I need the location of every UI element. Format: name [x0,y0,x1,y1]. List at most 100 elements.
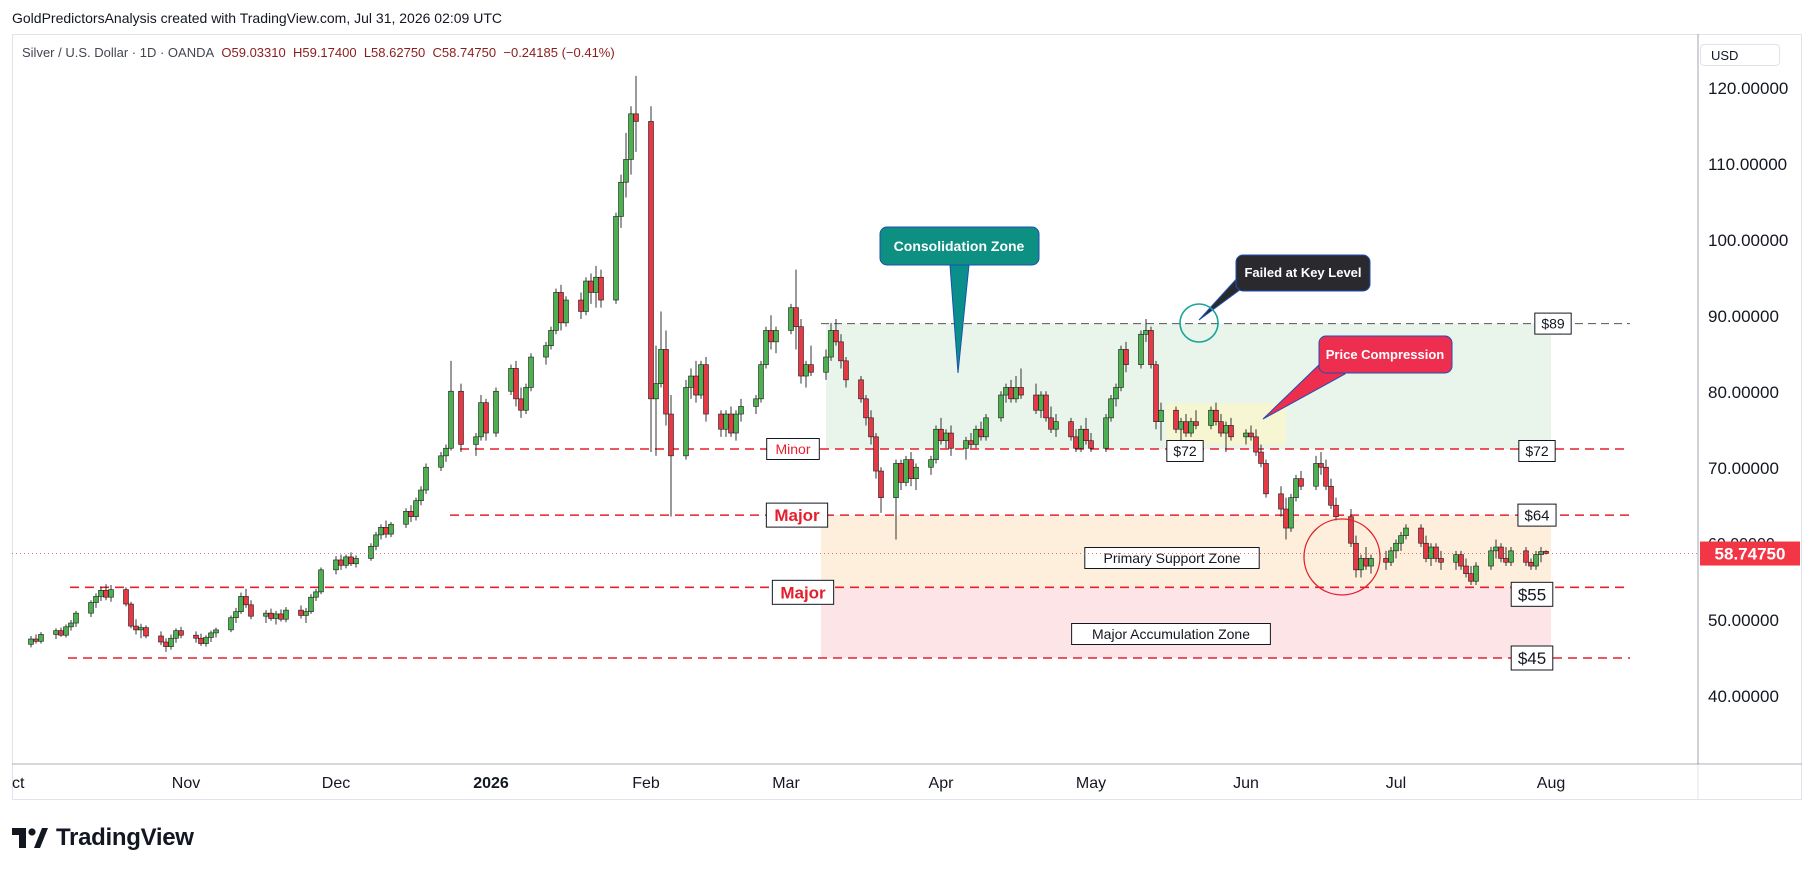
candle-body [478,402,484,438]
candle-body [1228,425,1234,438]
candle-body [663,349,669,415]
candle-body [1288,497,1294,529]
candle-body [738,406,744,415]
candle-body [1353,542,1359,571]
candle-body [558,292,564,324]
candle-body [373,534,379,547]
candle [878,467,884,513]
tag-89-box [1534,312,1572,335]
candle [1053,414,1059,437]
candle [558,284,564,331]
candle-body [233,611,239,619]
candle-body [473,436,479,445]
candle-body [1248,432,1254,438]
candle [108,585,114,602]
candle [523,383,529,415]
candle [578,292,584,320]
candle-body [1438,558,1444,563]
candle [1488,547,1494,570]
candle-body [1223,425,1229,434]
candle [1543,550,1549,555]
y-tick-label: 40.00000 [1708,687,1779,706]
candle [213,627,219,638]
candle-body [1458,554,1464,567]
candle [683,379,689,460]
candle-body [1188,421,1194,434]
candle-body [1078,428,1084,449]
candle [1438,550,1444,570]
candle-body [238,596,244,612]
close-value: C58.74750 [432,45,497,60]
low-value: L58.62750 [363,45,426,60]
x-tick-label: Mar [772,775,800,792]
candle-body [138,627,144,631]
tradingview-logo[interactable]: TradingView [12,823,194,853]
callout-consolidation-box [879,226,1040,266]
candle-body [1103,417,1109,449]
candle [303,607,309,624]
tag-45-box [1510,645,1554,671]
candle-body [198,637,204,644]
currency-selector[interactable]: USD [1700,44,1780,66]
candle [273,610,279,625]
candle [1293,474,1299,502]
candle [68,620,74,631]
candle [1458,550,1464,570]
candle-body [318,569,324,593]
candle [728,406,734,437]
candle-body [1143,330,1149,335]
candle-body [243,596,249,606]
label-major-2-box [771,579,835,605]
candle-body [838,341,844,362]
candle-body [773,330,779,343]
symbol-ohlc-legend: Silver / U.S. Dollar · 1D · OANDA O59.03… [22,45,615,60]
symbol-label[interactable]: Silver / U.S. Dollar · 1D · OANDA [22,45,215,60]
tag-72-mid: $72 [1166,440,1204,462]
candle [313,588,319,601]
candle-body [658,349,664,384]
candle-body [1533,554,1539,567]
candle [858,376,864,403]
candle-body [893,463,899,498]
candle [413,497,419,521]
candle-body [443,447,449,457]
tradingview-logo-icon [12,828,48,848]
high-value: H59.17400 [292,45,357,60]
candle-body [938,428,944,441]
tag-55: $55 [1510,581,1554,607]
candle [1138,330,1144,369]
tag-72-right-text: $72 [1525,443,1549,459]
candle-body [1283,508,1289,529]
candle [868,410,874,445]
candle [1043,391,1049,422]
candle-body [653,383,659,400]
candle-body [983,417,989,438]
candle-body [1358,558,1364,571]
change-value: −0.24185 (−0.41%) [503,45,615,60]
candle [1348,509,1354,548]
candle-body [123,589,129,605]
candle [658,311,664,388]
candle [178,626,184,639]
candle-body [878,470,884,498]
candle [483,398,489,441]
candle-body [723,413,729,430]
candle-body [268,612,274,619]
candle-body [303,611,309,616]
candle-body [1528,561,1534,567]
candle [443,444,449,462]
candle [703,357,709,422]
candle [763,326,769,369]
candle-body [308,596,314,612]
candle-body [73,612,79,624]
candle-body [1258,451,1264,464]
candle-body [763,330,769,365]
candle-body [98,590,104,597]
candle-body [1453,554,1459,563]
candle-body [103,590,109,598]
chart-attribution: GoldPredictorsAnalysis created with Trad… [12,10,502,26]
candle-body [633,113,639,122]
callout-consolidation-text: Consolidation Zone [894,238,1025,254]
candle-body [583,280,589,312]
